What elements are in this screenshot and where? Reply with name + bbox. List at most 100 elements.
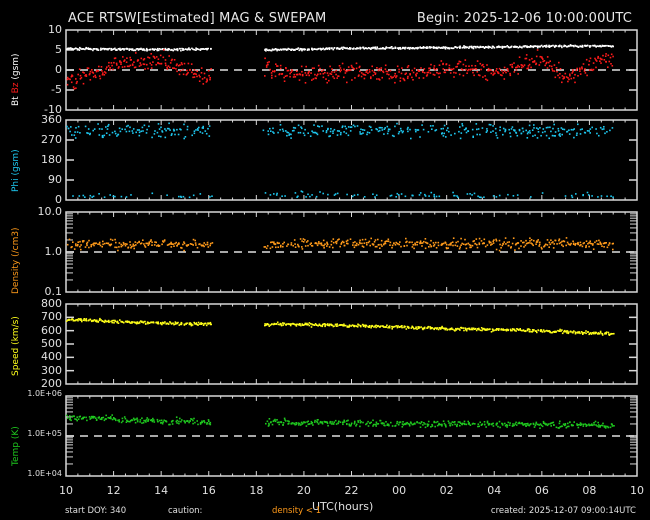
data-point	[575, 69, 578, 72]
data-point	[293, 73, 296, 76]
data-point	[203, 76, 206, 79]
data-point	[411, 76, 413, 79]
data-point	[433, 193, 435, 196]
data-point	[570, 242, 572, 245]
data-point	[206, 243, 209, 246]
data-point	[525, 425, 527, 427]
data-point	[274, 418, 276, 421]
data-point	[605, 53, 607, 55]
data-point	[145, 421, 147, 423]
data-point	[119, 60, 121, 62]
data-point	[92, 129, 94, 132]
data-point	[140, 242, 143, 244]
data-point	[99, 418, 102, 420]
data-point	[507, 421, 510, 424]
data-point	[294, 192, 297, 194]
data-point	[204, 48, 207, 50]
data-point	[579, 68, 581, 71]
data-point	[89, 72, 91, 75]
data-point	[459, 422, 462, 424]
data-point	[273, 48, 276, 51]
data-point	[610, 63, 612, 65]
data-point	[390, 421, 392, 424]
data-point	[175, 241, 177, 244]
data-point	[339, 421, 342, 423]
data-point	[486, 128, 488, 130]
data-point	[144, 49, 146, 52]
data-point	[548, 241, 551, 244]
data-point	[601, 333, 604, 335]
data-point	[597, 55, 599, 58]
data-point	[273, 132, 275, 134]
data-point	[351, 324, 354, 326]
data-point	[430, 63, 432, 66]
data-point	[305, 196, 307, 198]
data-point	[480, 424, 483, 426]
data-point	[142, 421, 145, 424]
data-point	[96, 69, 98, 72]
data-point	[105, 126, 107, 128]
data-point	[291, 422, 294, 424]
data-point	[167, 65, 170, 67]
data-point	[132, 243, 135, 246]
data-point	[98, 241, 101, 244]
data-point	[179, 195, 182, 198]
data-point	[408, 327, 410, 329]
data-point	[566, 130, 569, 133]
data-point	[350, 126, 353, 128]
data-point	[497, 329, 500, 331]
data-point	[70, 47, 72, 49]
data-point	[352, 244, 354, 246]
data-point	[329, 420, 332, 423]
data-point	[126, 65, 129, 68]
data-point	[69, 48, 71, 50]
data-point	[534, 45, 536, 48]
data-point	[595, 45, 597, 48]
data-point	[176, 70, 178, 73]
data-point	[117, 322, 120, 324]
data-point	[144, 320, 146, 323]
data-point	[540, 246, 543, 249]
data-point	[374, 239, 377, 241]
data-point	[136, 60, 139, 62]
data-point	[140, 64, 142, 66]
data-point	[604, 45, 607, 47]
panel-frame	[65, 303, 638, 385]
data-point	[123, 48, 125, 50]
data-point	[76, 131, 79, 133]
data-point	[438, 76, 440, 78]
data-point	[610, 46, 613, 48]
data-point	[360, 133, 363, 135]
data-point	[397, 47, 399, 49]
data-point	[546, 239, 549, 241]
data-point	[537, 128, 539, 130]
data-point	[558, 134, 560, 136]
data-point	[282, 243, 284, 245]
data-point	[589, 242, 592, 244]
data-point	[535, 243, 537, 245]
data-point	[454, 421, 456, 423]
data-point	[552, 247, 555, 249]
data-point	[203, 245, 205, 248]
data-point	[349, 425, 352, 427]
data-point	[145, 242, 147, 245]
data-point	[165, 129, 167, 132]
data-point	[584, 45, 587, 47]
data-point	[66, 83, 69, 86]
data-point	[333, 47, 336, 49]
data-point	[125, 125, 128, 128]
data-point	[318, 242, 320, 245]
data-point	[95, 48, 98, 50]
data-point	[558, 238, 561, 240]
data-point	[430, 426, 432, 428]
data-point	[80, 244, 82, 246]
data-point	[161, 422, 164, 425]
data-point	[272, 70, 274, 72]
data-point	[433, 420, 435, 423]
data-point	[270, 130, 272, 132]
data-point	[572, 70, 574, 73]
data-point	[66, 78, 69, 81]
data-point	[101, 128, 103, 130]
data-point	[202, 244, 204, 247]
data-point	[555, 331, 557, 333]
